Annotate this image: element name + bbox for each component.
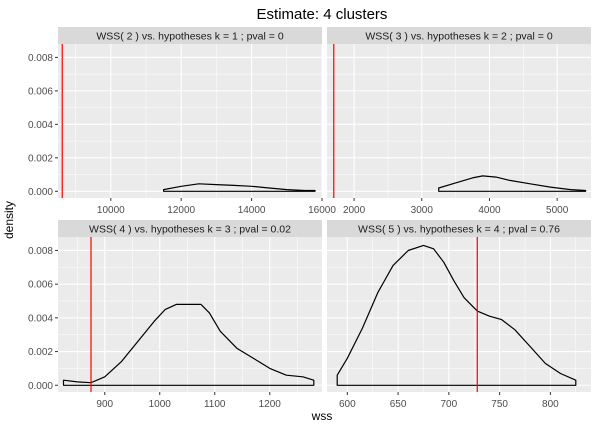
- y-tick-label: 0.006: [28, 280, 53, 291]
- x-tick-label: 16000: [308, 205, 336, 216]
- x-tick-label: 10000: [97, 205, 125, 216]
- density-curve: [438, 175, 587, 192]
- x-tick-label: 750: [491, 399, 508, 410]
- x-tick-label: 12000: [167, 205, 195, 216]
- y-tick-label: 0.004: [28, 120, 53, 131]
- x-tick-label: 700: [441, 399, 458, 410]
- x-tick-label: 5000: [546, 205, 569, 216]
- y-tick-label: 0.004: [28, 313, 53, 324]
- x-tick-label: 4000: [478, 205, 501, 216]
- facet-panels: WSS( 2 ) vs. hypotheses k = 1 ; pval = 0…: [28, 27, 591, 410]
- plot-panel: [327, 44, 591, 198]
- facet-panel-4: WSS( 5 ) vs. hypotheses k = 4 ; pval = 0…: [327, 220, 591, 410]
- facet-strip: [58, 220, 322, 237]
- facet-panel-3: WSS( 4 ) vs. hypotheses k = 3 ; pval = 0…: [28, 220, 322, 410]
- x-tick-label: 2000: [343, 205, 366, 216]
- x-tick-label: 14000: [238, 205, 266, 216]
- facet-strip-label: WSS( 2 ) vs. hypotheses k = 1 ; pval = 0: [96, 31, 283, 43]
- x-tick-label: 1100: [204, 399, 226, 410]
- y-axis-title: density: [2, 201, 16, 239]
- density-curve: [62, 303, 315, 386]
- facet-panel-1: WSS( 2 ) vs. hypotheses k = 1 ; pval = 0…: [28, 27, 336, 216]
- x-tick-label: 800: [542, 399, 559, 410]
- facet-strip: [58, 27, 322, 44]
- x-tick-label: 900: [96, 399, 113, 410]
- x-tick-label: 1000: [149, 399, 172, 410]
- y-tick-label: 0.002: [28, 347, 53, 358]
- y-tick-label: 0.002: [28, 153, 53, 164]
- x-tick-label: 3000: [411, 205, 434, 216]
- density-curve: [336, 244, 577, 386]
- density-curve: [163, 183, 316, 192]
- x-tick-label: 1200: [259, 399, 282, 410]
- facet-strip-label: WSS( 3 ) vs. hypotheses k = 2 ; pval = 0: [365, 31, 552, 43]
- y-tick-label: 0.000: [28, 187, 53, 198]
- plot-panel: [58, 44, 322, 198]
- facet-strip: [327, 27, 591, 44]
- x-tick-label: 650: [390, 399, 407, 410]
- y-tick-label: 0.008: [28, 246, 53, 257]
- y-tick-label: 0.006: [28, 86, 53, 97]
- x-tick-label: 600: [339, 399, 356, 410]
- facet-panel-2: WSS( 3 ) vs. hypotheses k = 2 ; pval = 0…: [327, 27, 591, 216]
- plot-panel: [327, 237, 591, 392]
- x-axis-title: wss: [311, 409, 333, 423]
- y-tick-label: 0.000: [28, 381, 53, 392]
- y-tick-label: 0.008: [28, 53, 53, 64]
- plot-panel: [58, 237, 322, 392]
- facet-strip-label: WSS( 4 ) vs. hypotheses k = 3 ; pval = 0…: [89, 224, 291, 236]
- facet-strip: [327, 220, 591, 237]
- chart-title: Estimate: 4 clusters: [257, 6, 388, 23]
- facet-strip-label: WSS( 5 ) vs. hypotheses k = 4 ; pval = 0…: [358, 224, 560, 236]
